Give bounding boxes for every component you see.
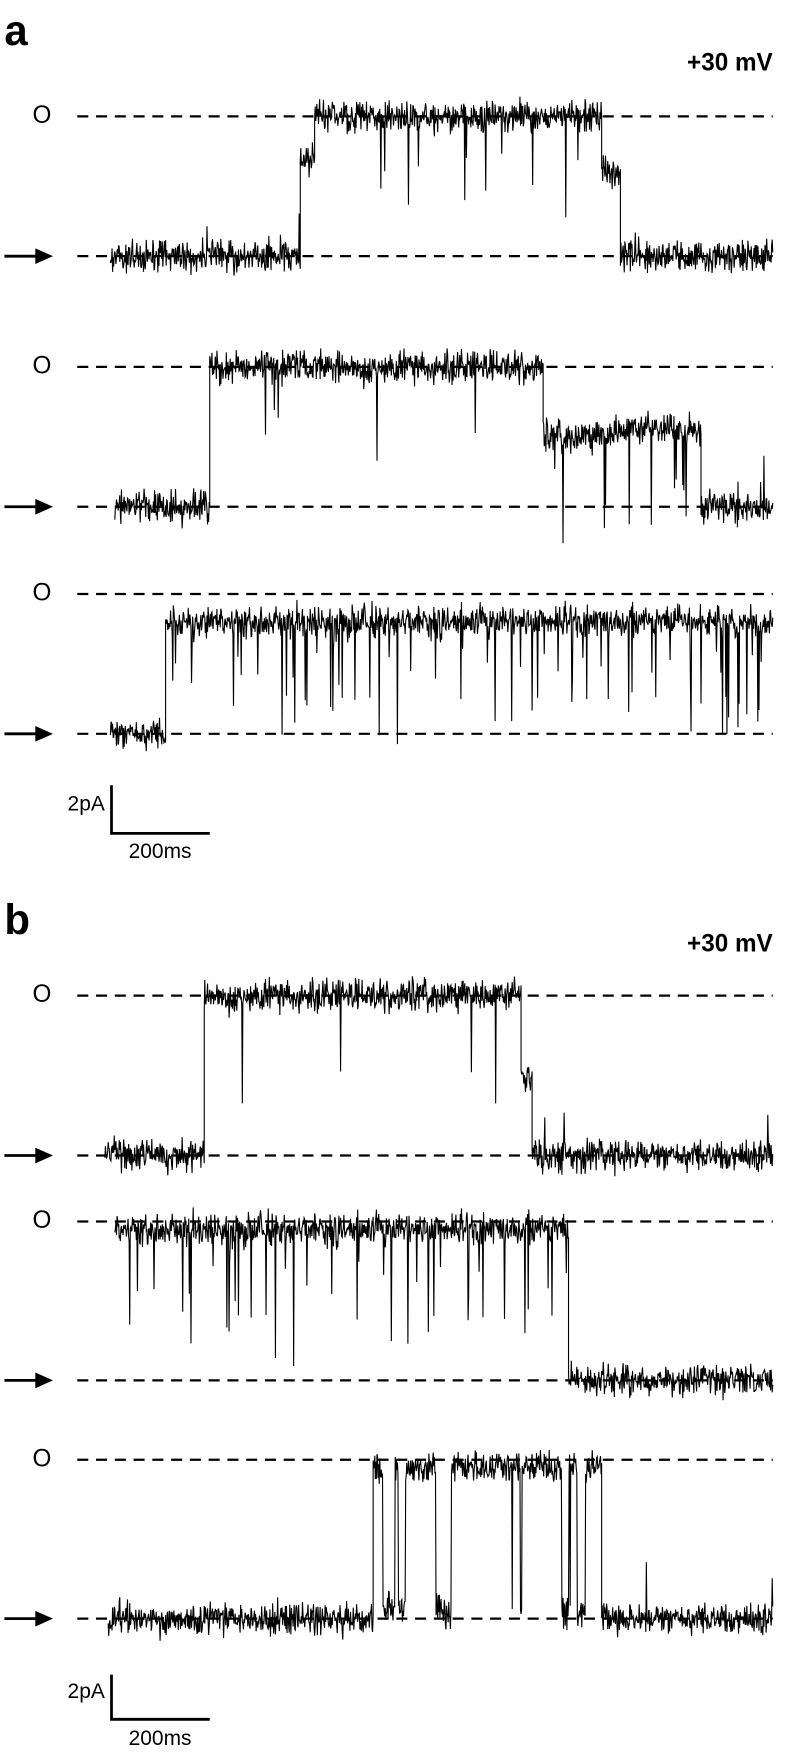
current-trace bbox=[107, 1449, 774, 1641]
voltage-label: +30 mV bbox=[687, 49, 773, 76]
open-label: O bbox=[33, 981, 52, 1008]
arrow-head bbox=[35, 1147, 53, 1164]
open-label: O bbox=[33, 102, 52, 129]
voltage-label: +30 mV bbox=[687, 931, 773, 958]
open-label: O bbox=[33, 579, 52, 606]
current-trace bbox=[109, 599, 774, 752]
arrow-head bbox=[35, 1372, 53, 1389]
open-label: O bbox=[33, 1445, 52, 1472]
current-trace bbox=[114, 348, 774, 544]
arrow-head bbox=[35, 1610, 53, 1627]
scale-time: 200ms bbox=[129, 840, 192, 863]
scale-bar bbox=[110, 785, 210, 835]
panel-letter: b bbox=[4, 896, 30, 943]
arrow-head bbox=[35, 498, 53, 515]
scale-time: 200ms bbox=[129, 1727, 192, 1750]
open-label: O bbox=[33, 1207, 52, 1234]
arrow-head bbox=[35, 248, 53, 264]
current-trace bbox=[114, 1207, 774, 1401]
scale-current: 2pA bbox=[68, 792, 106, 815]
scale-bar bbox=[110, 1674, 210, 1721]
open-label: O bbox=[33, 352, 52, 379]
current-trace bbox=[104, 976, 774, 1177]
arrow-head bbox=[35, 725, 53, 742]
panel-letter: a bbox=[4, 7, 28, 54]
scale-current: 2pA bbox=[68, 1680, 106, 1703]
current-trace bbox=[109, 96, 774, 276]
